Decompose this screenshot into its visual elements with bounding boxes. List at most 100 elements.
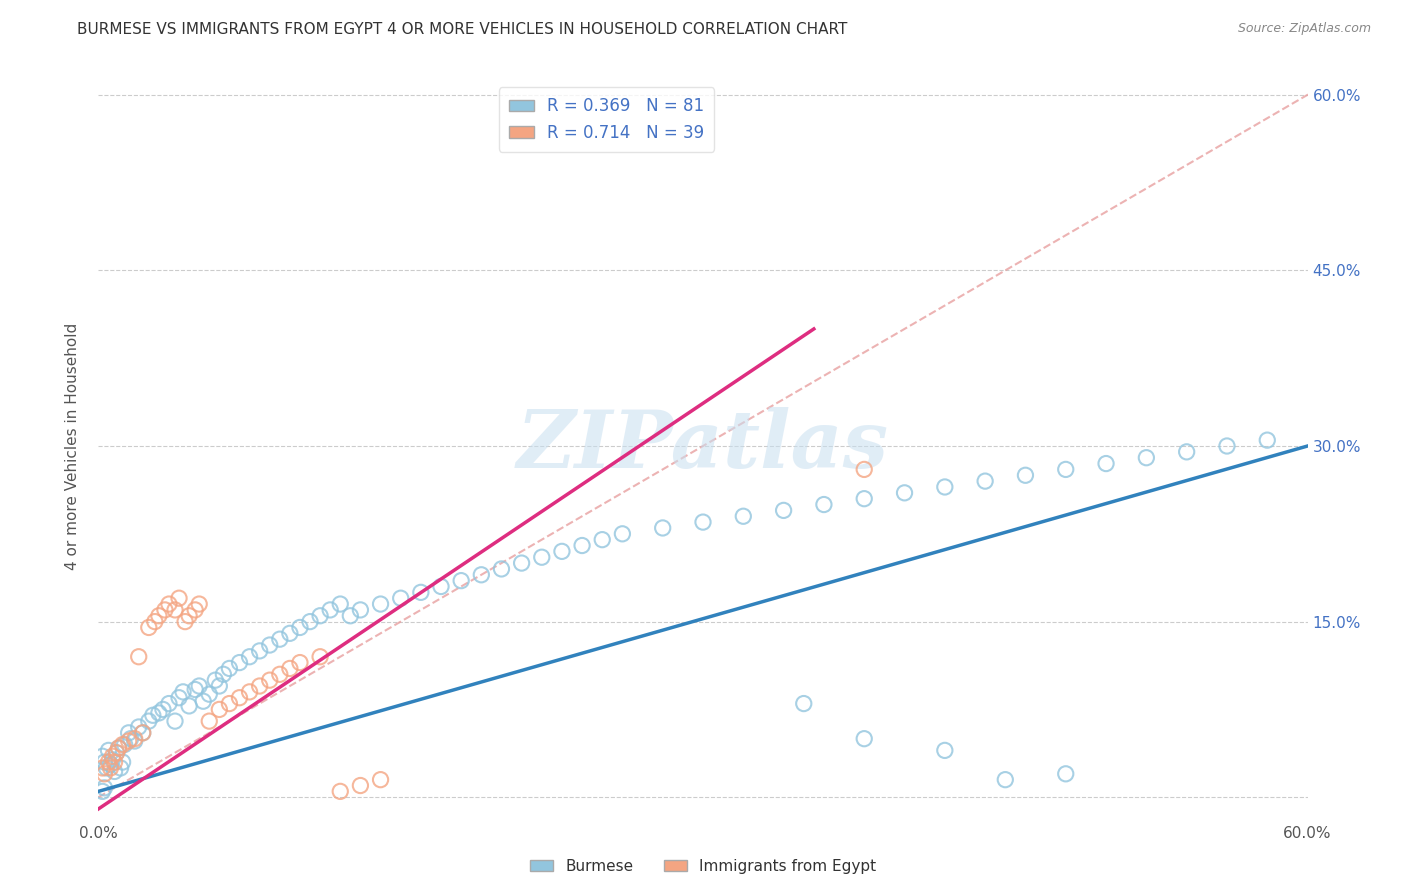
Point — [132, 726, 155, 740]
Point — [163, 714, 186, 728]
Legend: Burmese, Immigrants from Egypt: Burmese, Immigrants from Egypt — [524, 853, 882, 880]
Point — [153, 603, 176, 617]
Point — [893, 485, 915, 500]
Point — [288, 620, 311, 634]
Point — [172, 685, 194, 699]
Point — [179, 698, 201, 713]
Point — [1256, 433, 1278, 447]
Point — [212, 667, 235, 681]
Point — [198, 714, 221, 728]
Point — [329, 597, 352, 611]
Point — [733, 509, 755, 524]
Point — [934, 743, 956, 757]
Point — [105, 746, 128, 760]
Point — [349, 779, 371, 793]
Point — [188, 679, 211, 693]
Point — [193, 694, 215, 708]
Point — [259, 673, 281, 688]
Point — [269, 667, 291, 681]
Point — [208, 679, 231, 693]
Point — [651, 521, 673, 535]
Point — [551, 544, 574, 558]
Text: BURMESE VS IMMIGRANTS FROM EGYPT 4 OR MORE VEHICLES IN HOUSEHOLD CORRELATION CHA: BURMESE VS IMMIGRANTS FROM EGYPT 4 OR MO… — [77, 22, 848, 37]
Point — [530, 550, 553, 565]
Y-axis label: 4 or more Vehicles in Household: 4 or more Vehicles in Household — [65, 322, 80, 570]
Point — [157, 697, 180, 711]
Point — [239, 649, 262, 664]
Point — [97, 743, 120, 757]
Point — [138, 620, 160, 634]
Point — [299, 615, 322, 629]
Point — [510, 556, 533, 570]
Point — [430, 580, 453, 594]
Point — [389, 591, 412, 606]
Point — [591, 533, 613, 547]
Point — [228, 656, 250, 670]
Point — [110, 761, 132, 775]
Point — [239, 685, 262, 699]
Point — [93, 755, 115, 769]
Point — [218, 697, 240, 711]
Point — [329, 784, 352, 798]
Point — [204, 673, 226, 688]
Point — [167, 690, 190, 705]
Point — [491, 562, 513, 576]
Point — [349, 603, 371, 617]
Point — [174, 615, 197, 629]
Point — [1095, 457, 1118, 471]
Point — [114, 738, 136, 752]
Point — [138, 714, 160, 728]
Point — [571, 539, 593, 553]
Point — [409, 585, 432, 599]
Point — [142, 708, 165, 723]
Point — [100, 757, 122, 772]
Point — [309, 649, 332, 664]
Point — [167, 591, 190, 606]
Point — [157, 597, 180, 611]
Point — [120, 731, 142, 746]
Point — [813, 498, 835, 512]
Point — [132, 726, 155, 740]
Point — [143, 615, 166, 629]
Point — [91, 761, 114, 775]
Point — [853, 731, 876, 746]
Point — [1135, 450, 1157, 465]
Point — [101, 753, 124, 767]
Point — [974, 474, 997, 488]
Point — [1175, 445, 1198, 459]
Point — [152, 702, 174, 716]
Point — [288, 656, 311, 670]
Point — [1054, 767, 1077, 781]
Point — [103, 755, 125, 769]
Point — [994, 772, 1017, 787]
Point — [100, 761, 122, 775]
Point — [339, 608, 361, 623]
Point — [612, 526, 634, 541]
Point — [93, 780, 115, 795]
Point — [96, 761, 118, 775]
Point — [278, 661, 301, 675]
Point — [107, 741, 129, 756]
Point — [208, 702, 231, 716]
Point — [319, 603, 342, 617]
Point — [118, 734, 141, 748]
Point — [370, 772, 392, 787]
Point — [93, 767, 115, 781]
Point — [148, 608, 170, 623]
Point — [218, 661, 240, 675]
Point — [853, 462, 876, 476]
Point — [934, 480, 956, 494]
Point — [692, 515, 714, 529]
Point — [269, 632, 291, 647]
Point — [101, 749, 124, 764]
Point — [228, 690, 250, 705]
Point — [128, 720, 150, 734]
Point — [198, 687, 221, 701]
Point — [309, 608, 332, 623]
Point — [128, 649, 150, 664]
Point — [853, 491, 876, 506]
Point — [107, 741, 129, 756]
Point — [118, 726, 141, 740]
Point — [370, 597, 392, 611]
Point — [148, 706, 170, 720]
